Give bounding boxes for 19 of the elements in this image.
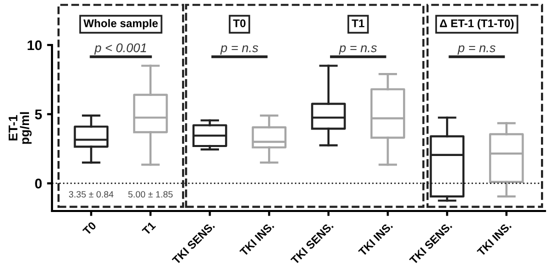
y-tick-label: 5: [34, 110, 42, 120]
text: T0: [233, 19, 246, 28]
x-tick-label: T1: [142, 221, 156, 236]
x-tick-label: TKI INS.: [358, 221, 394, 257]
text: T1: [352, 19, 364, 28]
y-tick-label: 0: [35, 178, 42, 189]
text: Whole sample: [83, 19, 158, 30]
x-tick-label: T0: [82, 221, 97, 236]
x-tick-label: TKI INS.: [239, 221, 274, 257]
y-axis-title: ET-1 pg/ml: [8, 112, 32, 144]
y-tick-label: 10: [28, 40, 42, 50]
annotation: p = n.s: [220, 45, 258, 55]
text: Δ ET-1 (T1-T0): [440, 19, 514, 30]
annotation: 3.35 ± 0.84: [68, 191, 114, 198]
annotation: 5.00 ± 1.85: [128, 191, 173, 198]
x-tick-label: TKI INS.: [476, 221, 512, 257]
annotation: p = n.s: [458, 45, 496, 55]
annotation: p = n.s: [338, 45, 377, 55]
annotation: p < 0.001: [94, 43, 146, 55]
